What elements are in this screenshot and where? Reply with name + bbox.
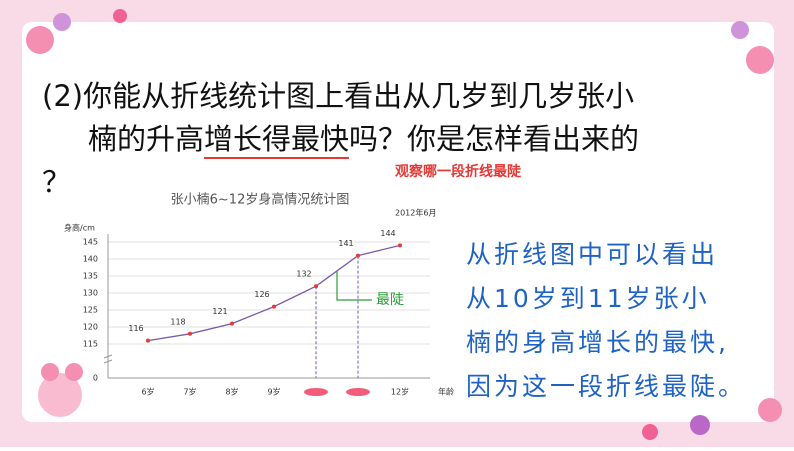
data-label: 118 — [170, 317, 185, 326]
panel — [22, 22, 774, 422]
annotation: 观察哪一段折线最陡 — [395, 163, 522, 180]
blurred-label — [304, 388, 328, 396]
point — [146, 338, 150, 343]
highlight-pointer — [336, 270, 372, 301]
x-tick-label: 8岁 — [225, 387, 238, 397]
data-label: 144 — [380, 229, 395, 238]
question-line: (2)你能从折线统计图上看出从几岁到几岁张小 — [42, 79, 634, 113]
axis-break — [103, 354, 113, 364]
point — [188, 331, 192, 336]
question-emphasis: 增长得最快 — [204, 122, 349, 156]
chart-title: 张小楠6~12岁身高情况统计图 — [171, 192, 350, 208]
point — [272, 304, 276, 309]
data-label: 126 — [254, 290, 269, 299]
x-axis-label: 年龄 — [438, 387, 454, 397]
y-tick-label: 125 — [83, 306, 98, 315]
y-tick-label: 115 — [83, 340, 98, 349]
y-axis-label: 身高/cm — [64, 223, 95, 233]
y-tick-label: 0 — [93, 374, 98, 383]
x-tick-label: 9岁 — [267, 387, 280, 397]
question-part: 吗？你是怎样看出来的 — [349, 122, 639, 156]
x-tick-label: 12岁 — [391, 387, 409, 397]
data-label: 132 — [296, 270, 311, 279]
y-tick-label: 120 — [83, 323, 98, 332]
y-tick-label: 145 — [83, 238, 98, 247]
point — [398, 243, 402, 248]
answer-line: 因为这一段折线最陡。 — [466, 372, 746, 401]
point — [230, 321, 234, 326]
y-tick-label: 140 — [83, 255, 98, 264]
answer-line: 从折线图中可以看出 — [466, 240, 718, 269]
question-line: 楠的升高增长得最快吗？你是怎样看出来的 — [88, 122, 639, 156]
blurred-label — [346, 388, 370, 396]
question-line: ？ — [42, 165, 71, 199]
answer-line: 楠的身高增长的最快, — [466, 328, 729, 357]
point — [356, 253, 360, 258]
data-label: 141 — [338, 239, 353, 248]
point — [314, 284, 318, 289]
chart-subtitle: 2012年6月 — [395, 208, 436, 218]
answer-line: 从10岁到11岁张小 — [466, 284, 710, 313]
question-part: 楠的升高 — [88, 122, 204, 156]
x-tick-label: 6岁 — [141, 387, 154, 397]
y-tick-label: 130 — [83, 289, 98, 298]
highlight-label: 最陡 — [376, 292, 404, 308]
y-tick-label: 135 — [83, 272, 98, 281]
data-label: 121 — [212, 307, 227, 316]
decor-flowers — [26, 9, 782, 440]
x-tick-label: 7岁 — [183, 387, 196, 397]
data-label: 116 — [128, 324, 143, 333]
